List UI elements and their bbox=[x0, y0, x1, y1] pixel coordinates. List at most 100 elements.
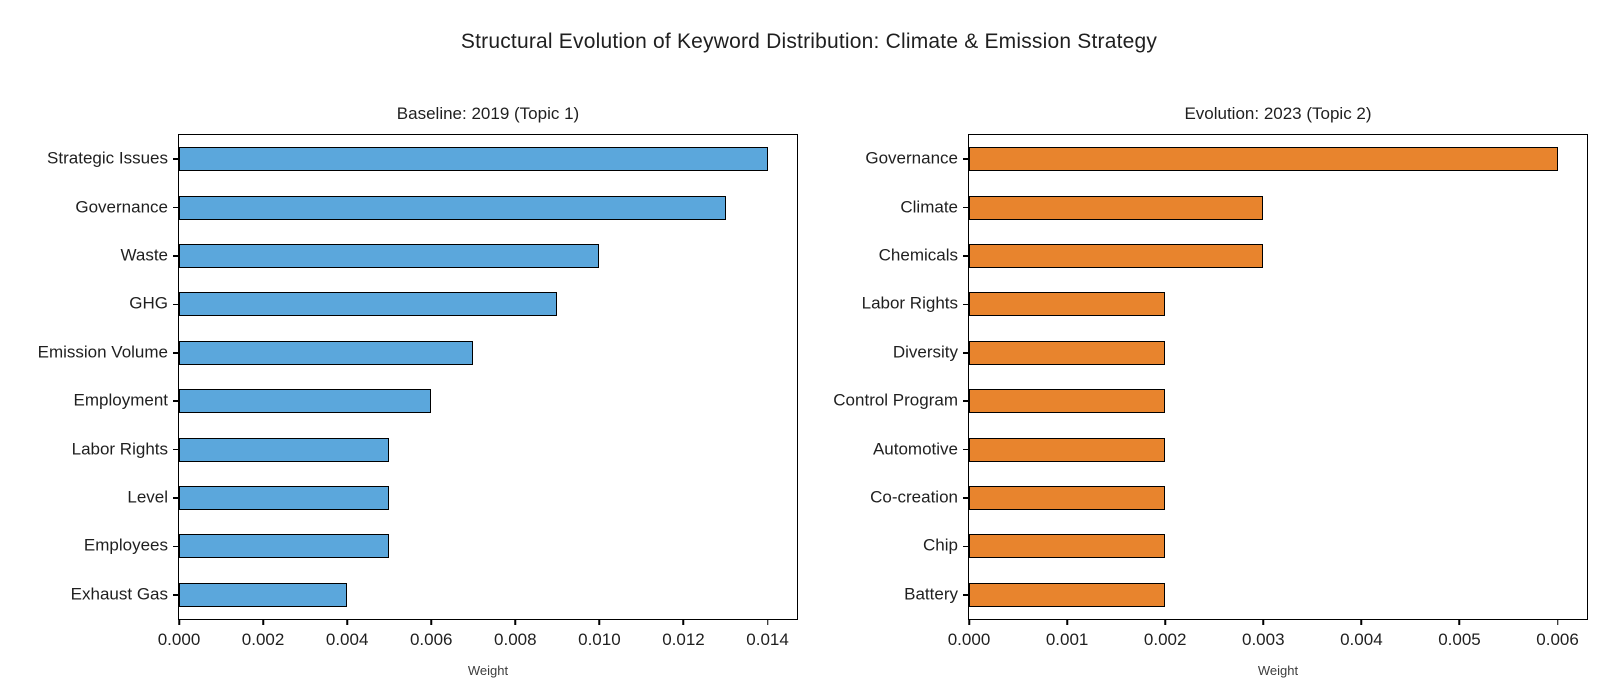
bar-ghg bbox=[179, 292, 558, 317]
y-tick-label: Labor Rights bbox=[861, 293, 958, 313]
x-tick-label: 0.000 bbox=[157, 630, 201, 649]
bar-battery bbox=[969, 582, 1166, 607]
y-tick-label: Diversity bbox=[892, 342, 958, 362]
y-tick-mark bbox=[173, 594, 179, 596]
y-tick-mark bbox=[963, 255, 969, 257]
x-tick-label: 0.004 bbox=[325, 630, 369, 649]
bar-employment bbox=[179, 389, 432, 414]
y-tick-mark bbox=[963, 303, 969, 306]
x-tick-mark bbox=[1066, 619, 1068, 625]
bar-automotive bbox=[969, 437, 1166, 462]
bar-employees bbox=[179, 534, 390, 559]
y-tick-mark bbox=[963, 545, 969, 548]
x-tick-label: 0.006 bbox=[409, 630, 453, 649]
y-tick-label: Employment bbox=[73, 390, 168, 410]
y-tick-mark bbox=[173, 545, 179, 548]
bar-strategic-issues bbox=[179, 147, 768, 172]
y-tick-label: Battery bbox=[904, 584, 958, 604]
x-tick-label: 0.014 bbox=[746, 630, 789, 649]
x-tick-mark bbox=[178, 619, 180, 625]
y-tick-label: Waste bbox=[120, 245, 168, 265]
x-axis-label: Weight bbox=[1257, 663, 1299, 678]
x-tick-mark bbox=[1458, 619, 1461, 625]
y-tick-label: Chemicals bbox=[878, 245, 958, 265]
x-tick-label: 0.004 bbox=[1340, 630, 1383, 649]
y-tick-label: Strategic Issues bbox=[47, 148, 168, 168]
y-tick-mark bbox=[963, 158, 969, 160]
x-tick-label: 0.006 bbox=[1536, 630, 1579, 649]
chart-title: Evolution: 2023 (Topic 2) bbox=[1184, 104, 1372, 123]
y-tick-label: Employees bbox=[83, 535, 168, 555]
x-tick-mark bbox=[346, 619, 348, 625]
y-tick-label: Level bbox=[127, 487, 168, 507]
x-tick-mark bbox=[514, 619, 517, 625]
plot-area: Strategic Issues Governance Waste GHG Emissi… bbox=[38, 134, 798, 678]
x-tick-mark bbox=[1164, 619, 1166, 625]
y-tick-label: Governance bbox=[75, 197, 168, 217]
y-tick-label: Climate bbox=[900, 197, 958, 217]
bar-emission-volume bbox=[179, 340, 474, 365]
x-tick-mark bbox=[430, 619, 432, 625]
x-tick-mark bbox=[1360, 619, 1363, 625]
y-tick-mark bbox=[963, 352, 969, 354]
chart-panel-evolution-2023: Evolution: 2023 (Topic 2) Governance Clim… bbox=[833, 104, 1588, 678]
y-tick-mark bbox=[173, 497, 179, 499]
y-tick-mark bbox=[173, 158, 179, 160]
y-tick-mark bbox=[173, 400, 179, 402]
bar-diversity bbox=[969, 340, 1166, 365]
x-tick-mark bbox=[1262, 619, 1265, 625]
y-tick-mark bbox=[963, 400, 969, 402]
y-tick-label: Control Program bbox=[833, 390, 958, 410]
bar-exhaust-gas bbox=[179, 582, 348, 607]
bar-control-program bbox=[969, 389, 1166, 414]
y-tick-label: Chip bbox=[923, 535, 958, 555]
x-tick-mark bbox=[766, 619, 769, 625]
x-tick-label: 0.003 bbox=[1242, 630, 1285, 649]
bar-governance bbox=[179, 195, 726, 220]
y-tick-mark bbox=[963, 497, 969, 499]
bar-chip bbox=[969, 534, 1166, 559]
x-tick-label: 0.001 bbox=[1045, 630, 1089, 649]
y-tick-label: Labor Rights bbox=[71, 439, 168, 459]
y-tick-mark bbox=[173, 303, 179, 306]
y-tick-label: Automotive bbox=[872, 439, 958, 459]
bar-chemicals bbox=[969, 243, 1264, 269]
x-tick-label: 0.002 bbox=[1143, 630, 1187, 649]
bar-level bbox=[179, 485, 390, 511]
chart-panel-baseline-2019: Baseline: 2019 (Topic 1) Strategic Issue… bbox=[38, 104, 798, 678]
y-tick-mark bbox=[963, 206, 969, 209]
y-tick-mark bbox=[173, 352, 179, 354]
bar-governance bbox=[969, 147, 1558, 172]
bar-labor-rights bbox=[969, 292, 1166, 317]
x-tick-mark bbox=[682, 619, 685, 625]
bar-labor-rights bbox=[179, 437, 390, 462]
y-tick-label: Emission Volume bbox=[37, 342, 168, 362]
bar-climate bbox=[969, 195, 1264, 220]
y-tick-mark bbox=[963, 448, 969, 451]
x-tick-label: 0.010 bbox=[578, 630, 621, 649]
x-tick-label: 0.012 bbox=[662, 630, 705, 649]
y-tick-mark bbox=[173, 206, 179, 209]
y-tick-mark bbox=[963, 594, 969, 596]
y-tick-mark bbox=[173, 255, 179, 257]
y-tick-mark bbox=[173, 448, 179, 451]
plot-area: Governance Climate Chemicals Labor Rights Di… bbox=[833, 134, 1588, 678]
y-tick-label: Exhaust Gas bbox=[70, 584, 168, 604]
y-tick-label: Co-creation bbox=[870, 487, 958, 507]
x-tick-mark bbox=[968, 619, 970, 625]
x-tick-mark bbox=[1556, 619, 1559, 625]
x-tick-label: 0.002 bbox=[241, 630, 285, 649]
chart-title: Baseline: 2019 (Topic 1) bbox=[396, 104, 580, 123]
x-tick-mark bbox=[262, 619, 264, 625]
bar-waste bbox=[179, 243, 600, 269]
y-tick-label: Governance bbox=[865, 148, 958, 168]
figure-title: Structural Evolution of Keyword Distribu… bbox=[460, 30, 1158, 53]
x-tick-label: 0.005 bbox=[1438, 630, 1481, 649]
x-tick-mark bbox=[598, 619, 601, 625]
y-tick-label: GHG bbox=[129, 293, 168, 313]
x-tick-label: 0.008 bbox=[494, 630, 537, 649]
bar-co-creation bbox=[969, 485, 1166, 511]
x-axis-label: Weight bbox=[467, 663, 509, 678]
x-tick-label: 0.000 bbox=[947, 630, 991, 649]
